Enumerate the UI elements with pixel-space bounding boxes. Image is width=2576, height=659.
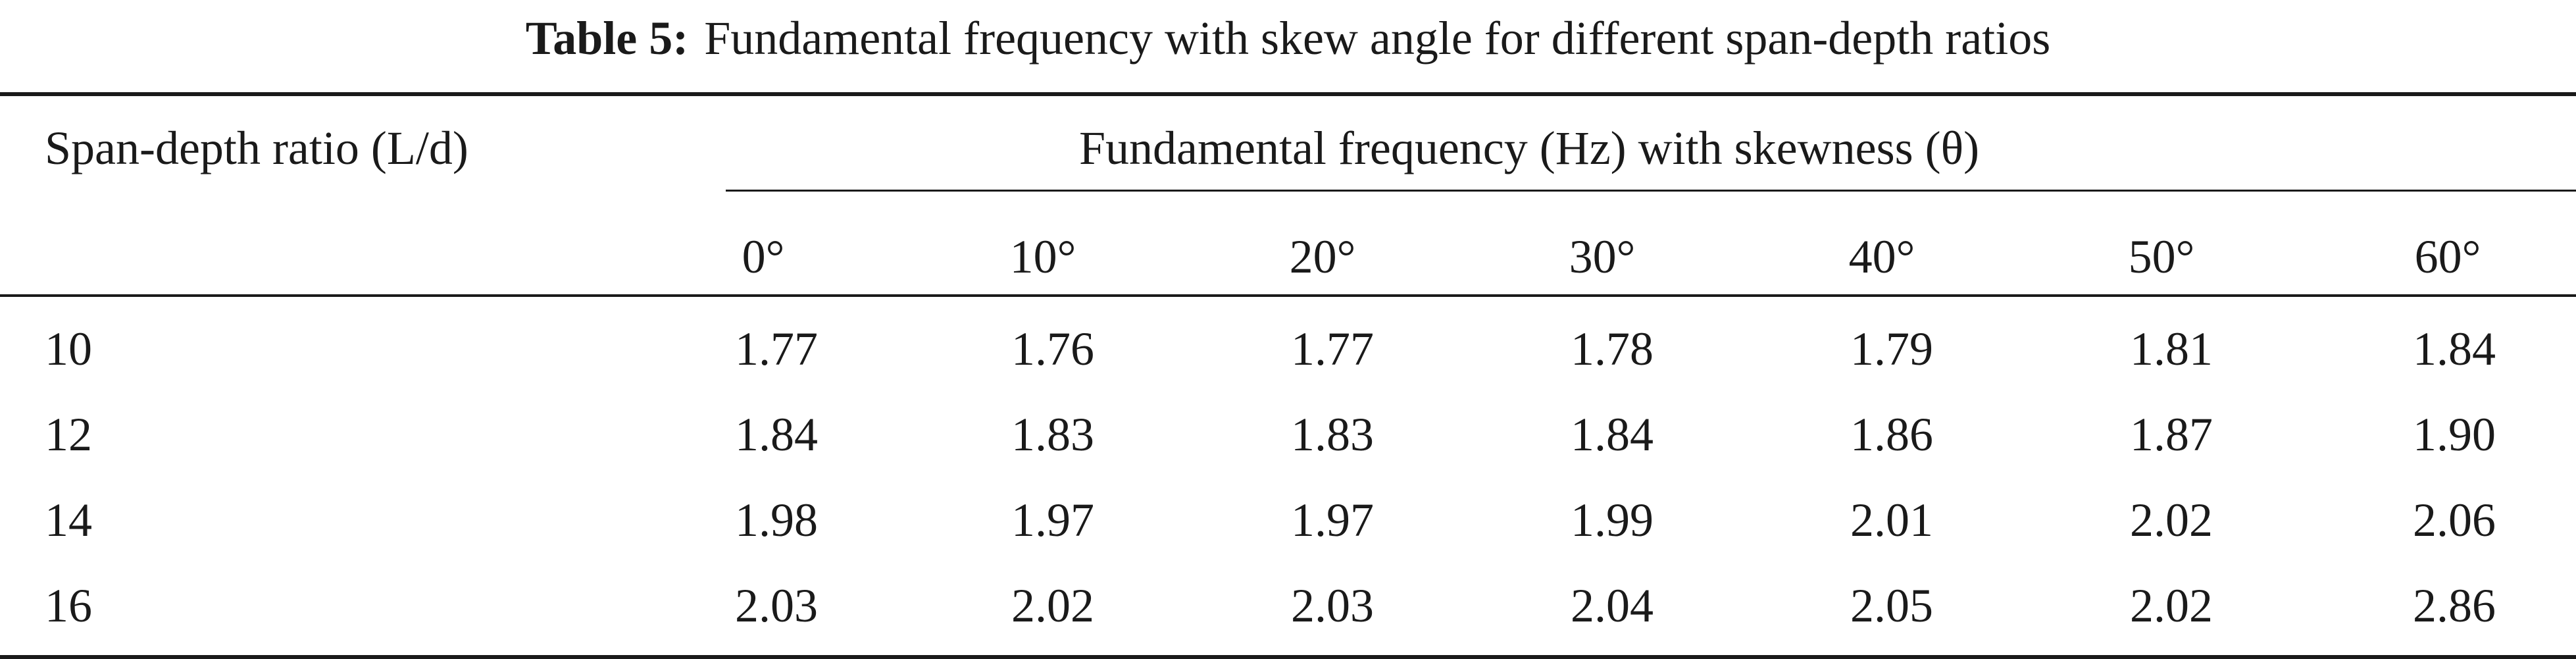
column-header-10: 10° xyxy=(1009,230,1076,283)
table-cell: 2.03 xyxy=(735,579,818,632)
column-header-20: 20° xyxy=(1289,230,1356,283)
table-row-ratio: 10 xyxy=(45,323,92,375)
table-cell: 1.78 xyxy=(1571,323,1654,375)
table-cell: 2.05 xyxy=(1850,579,1933,632)
table-row-ratio: 16 xyxy=(45,579,92,632)
column-header-30: 30° xyxy=(1569,230,1636,283)
column-group-rule xyxy=(726,190,2576,192)
table-cell: 1.87 xyxy=(2130,408,2213,461)
table-cell: 1.77 xyxy=(735,323,818,375)
table-cell: 2.06 xyxy=(2413,494,2496,546)
column-header-50: 50° xyxy=(2128,230,2195,283)
table-cell: 2.02 xyxy=(2130,579,2213,632)
column-group-header: Fundamental frequency (Hz) with skewness… xyxy=(1079,122,1980,174)
table-top-rule xyxy=(0,92,2576,96)
table-cell: 1.84 xyxy=(1571,408,1654,461)
table-row-ratio: 12 xyxy=(45,408,92,461)
table-cell: 2.01 xyxy=(1850,494,1933,546)
table-cell: 1.77 xyxy=(1291,323,1374,375)
table-cell: 1.79 xyxy=(1850,323,1933,375)
table-row-ratio: 14 xyxy=(45,494,92,546)
table-cell: 1.84 xyxy=(735,408,818,461)
table-cell: 2.03 xyxy=(1291,579,1374,632)
table-caption-label: Table 5: xyxy=(525,12,689,65)
table-cell: 1.76 xyxy=(1011,323,1094,375)
table-cell: 1.97 xyxy=(1011,494,1094,546)
table-caption: Table 5: Fundamental frequency with skew … xyxy=(0,5,2576,71)
table-cell: 1.99 xyxy=(1571,494,1654,546)
table-cell: 1.83 xyxy=(1291,408,1374,461)
table-cell: 2.02 xyxy=(1011,579,1094,632)
column-header-40: 40° xyxy=(1848,230,1915,283)
column-header-60: 60° xyxy=(2414,230,2481,283)
table-header-rule xyxy=(0,294,2576,297)
table-cell: 2.04 xyxy=(1571,579,1654,632)
table-cell: 1.83 xyxy=(1011,408,1094,461)
table-caption-text: Fundamental frequency with skew angle fo… xyxy=(704,12,2051,65)
table-cell: 2.86 xyxy=(2413,579,2496,632)
table-bottom-rule xyxy=(0,655,2576,659)
table-cell: 1.97 xyxy=(1291,494,1374,546)
table-cell: 1.90 xyxy=(2413,408,2496,461)
row-header-label: Span-depth ratio (L/d) xyxy=(45,122,468,174)
table-cell: 1.98 xyxy=(735,494,818,546)
table-cell: 1.86 xyxy=(1850,408,1933,461)
table-cell: 2.02 xyxy=(2130,494,2213,546)
column-header-0: 0° xyxy=(742,230,785,283)
table-cell: 1.81 xyxy=(2130,323,2213,375)
table-cell: 1.84 xyxy=(2413,323,2496,375)
